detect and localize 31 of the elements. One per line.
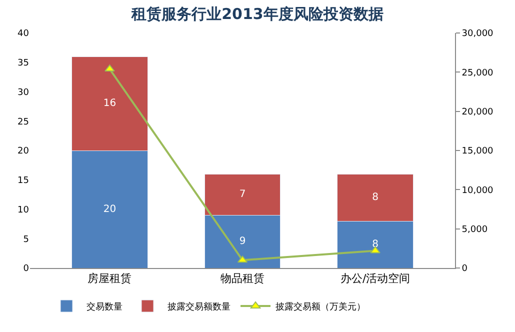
y-tick-label: 5 [23,234,29,245]
y2-tick-label: 30,000 [462,29,494,40]
y-tick-label: 35 [18,58,29,69]
data-label: 16 [103,98,116,109]
x-tick-label: 房屋租赁 [88,272,132,286]
y2-tick-label: 5,000 [462,224,488,235]
legend-label: 披露交易额数量 [168,302,230,313]
data-label: 8 [372,239,378,250]
chart-title: 租赁服务行业2013年度风险投资数据 [130,4,384,23]
y2-tick-label: 0 [462,264,468,274]
y-tick-label: 15 [18,176,29,186]
data-label: 20 [103,204,116,215]
y-tick-label: 40 [18,29,30,40]
y2-tick-label: 25,000 [462,68,494,78]
y-tick-label: 30 [18,88,30,98]
data-label: 7 [239,189,246,200]
legend-label: 交易数量 [86,302,122,313]
y-tick-label: 0 [23,264,30,274]
y-tick-label: 25 [18,117,29,128]
y2-tick-label: 10,000 [462,186,494,196]
legend-label: 披露交易额（万美元） [276,302,366,313]
x-tick-label: 物品租赁 [220,272,264,286]
point [370,246,380,254]
point [104,64,115,72]
y2-tick-label: 15,000 [462,146,494,157]
y-tick-label: 10 [18,205,30,216]
x-tick-label: 办公/活动空间 [340,272,410,286]
data-label: 9 [239,236,246,248]
y-tick-label: 20 [18,146,30,157]
data-label: 8 [372,192,378,203]
y2-tick-label: 20,000 [462,107,494,118]
